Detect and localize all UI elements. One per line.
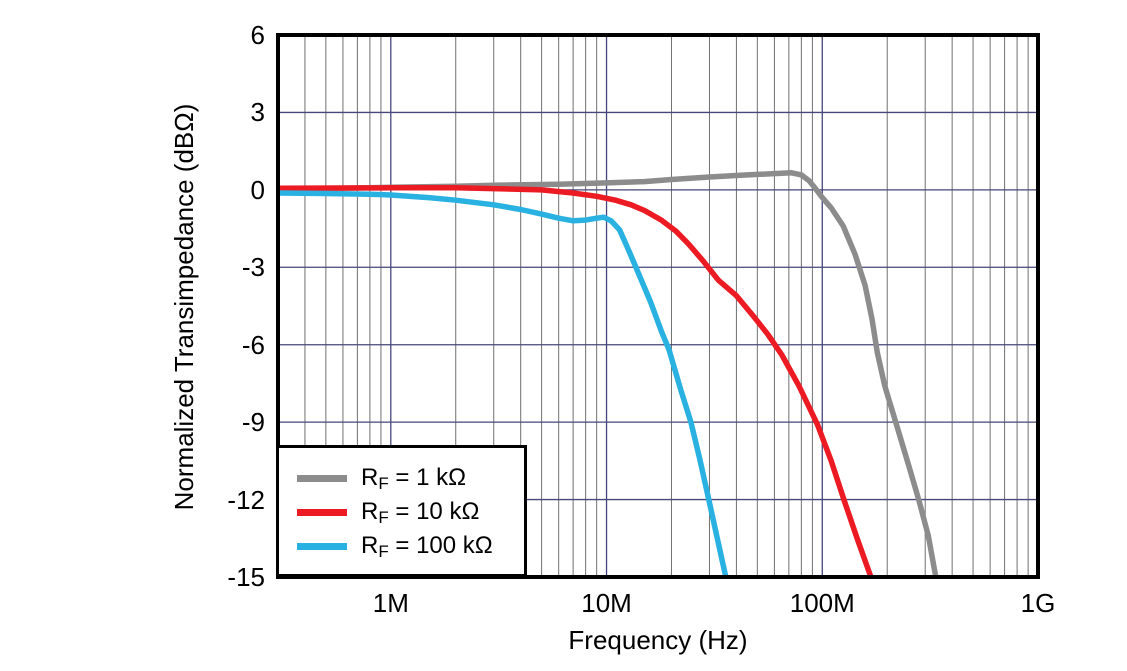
y-tick-label: 0 [250, 174, 265, 205]
legend-label-rf-10k: RF = 10 kΩ [361, 498, 480, 527]
x-tick-label: 10M [581, 588, 632, 618]
x-tick-label: 1M [372, 588, 409, 618]
legend-label-rf-100k: RF = 100 kΩ [361, 532, 493, 561]
legend-item-rf-100k: RF = 100 kΩ [297, 529, 524, 563]
plot-frame [276, 33, 1040, 579]
y-axis-title: Normalized Transimpedance (dBΩ) [169, 103, 199, 511]
curve-rf-100k [277, 190, 729, 578]
y-tick-label: 6 [250, 20, 265, 50]
legend-item-rf-10k: RF = 10 kΩ [297, 495, 524, 529]
legend-swatch-rf-1k [297, 474, 347, 482]
y-tick-label: -9 [241, 407, 265, 438]
y-tick-label: -6 [241, 329, 265, 360]
x-axis-title: Frequency (Hz) [568, 625, 748, 655]
gridlines [278, 35, 1038, 577]
y-tick-label: -15 [227, 562, 265, 592]
y-tick-label: -3 [241, 252, 265, 283]
legend-box: RF = 1 kΩ RF = 10 kΩ RF = 100 kΩ [276, 445, 527, 577]
legend-swatch-rf-100k [297, 542, 347, 550]
y-tick-label: -12 [227, 484, 265, 515]
legend-label-rf-1k: RF = 1 kΩ [361, 464, 467, 493]
x-tick-label: 100M [789, 588, 855, 618]
y-tick-label: 3 [250, 97, 265, 128]
curve-rf-1k [277, 170, 939, 578]
x-tick-label: 1G [1020, 588, 1056, 618]
legend-item-rf-1k: RF = 1 kΩ [297, 461, 524, 495]
legend-swatch-rf-10k [297, 508, 347, 516]
curves [277, 170, 939, 578]
curve-rf-10k [277, 185, 874, 578]
